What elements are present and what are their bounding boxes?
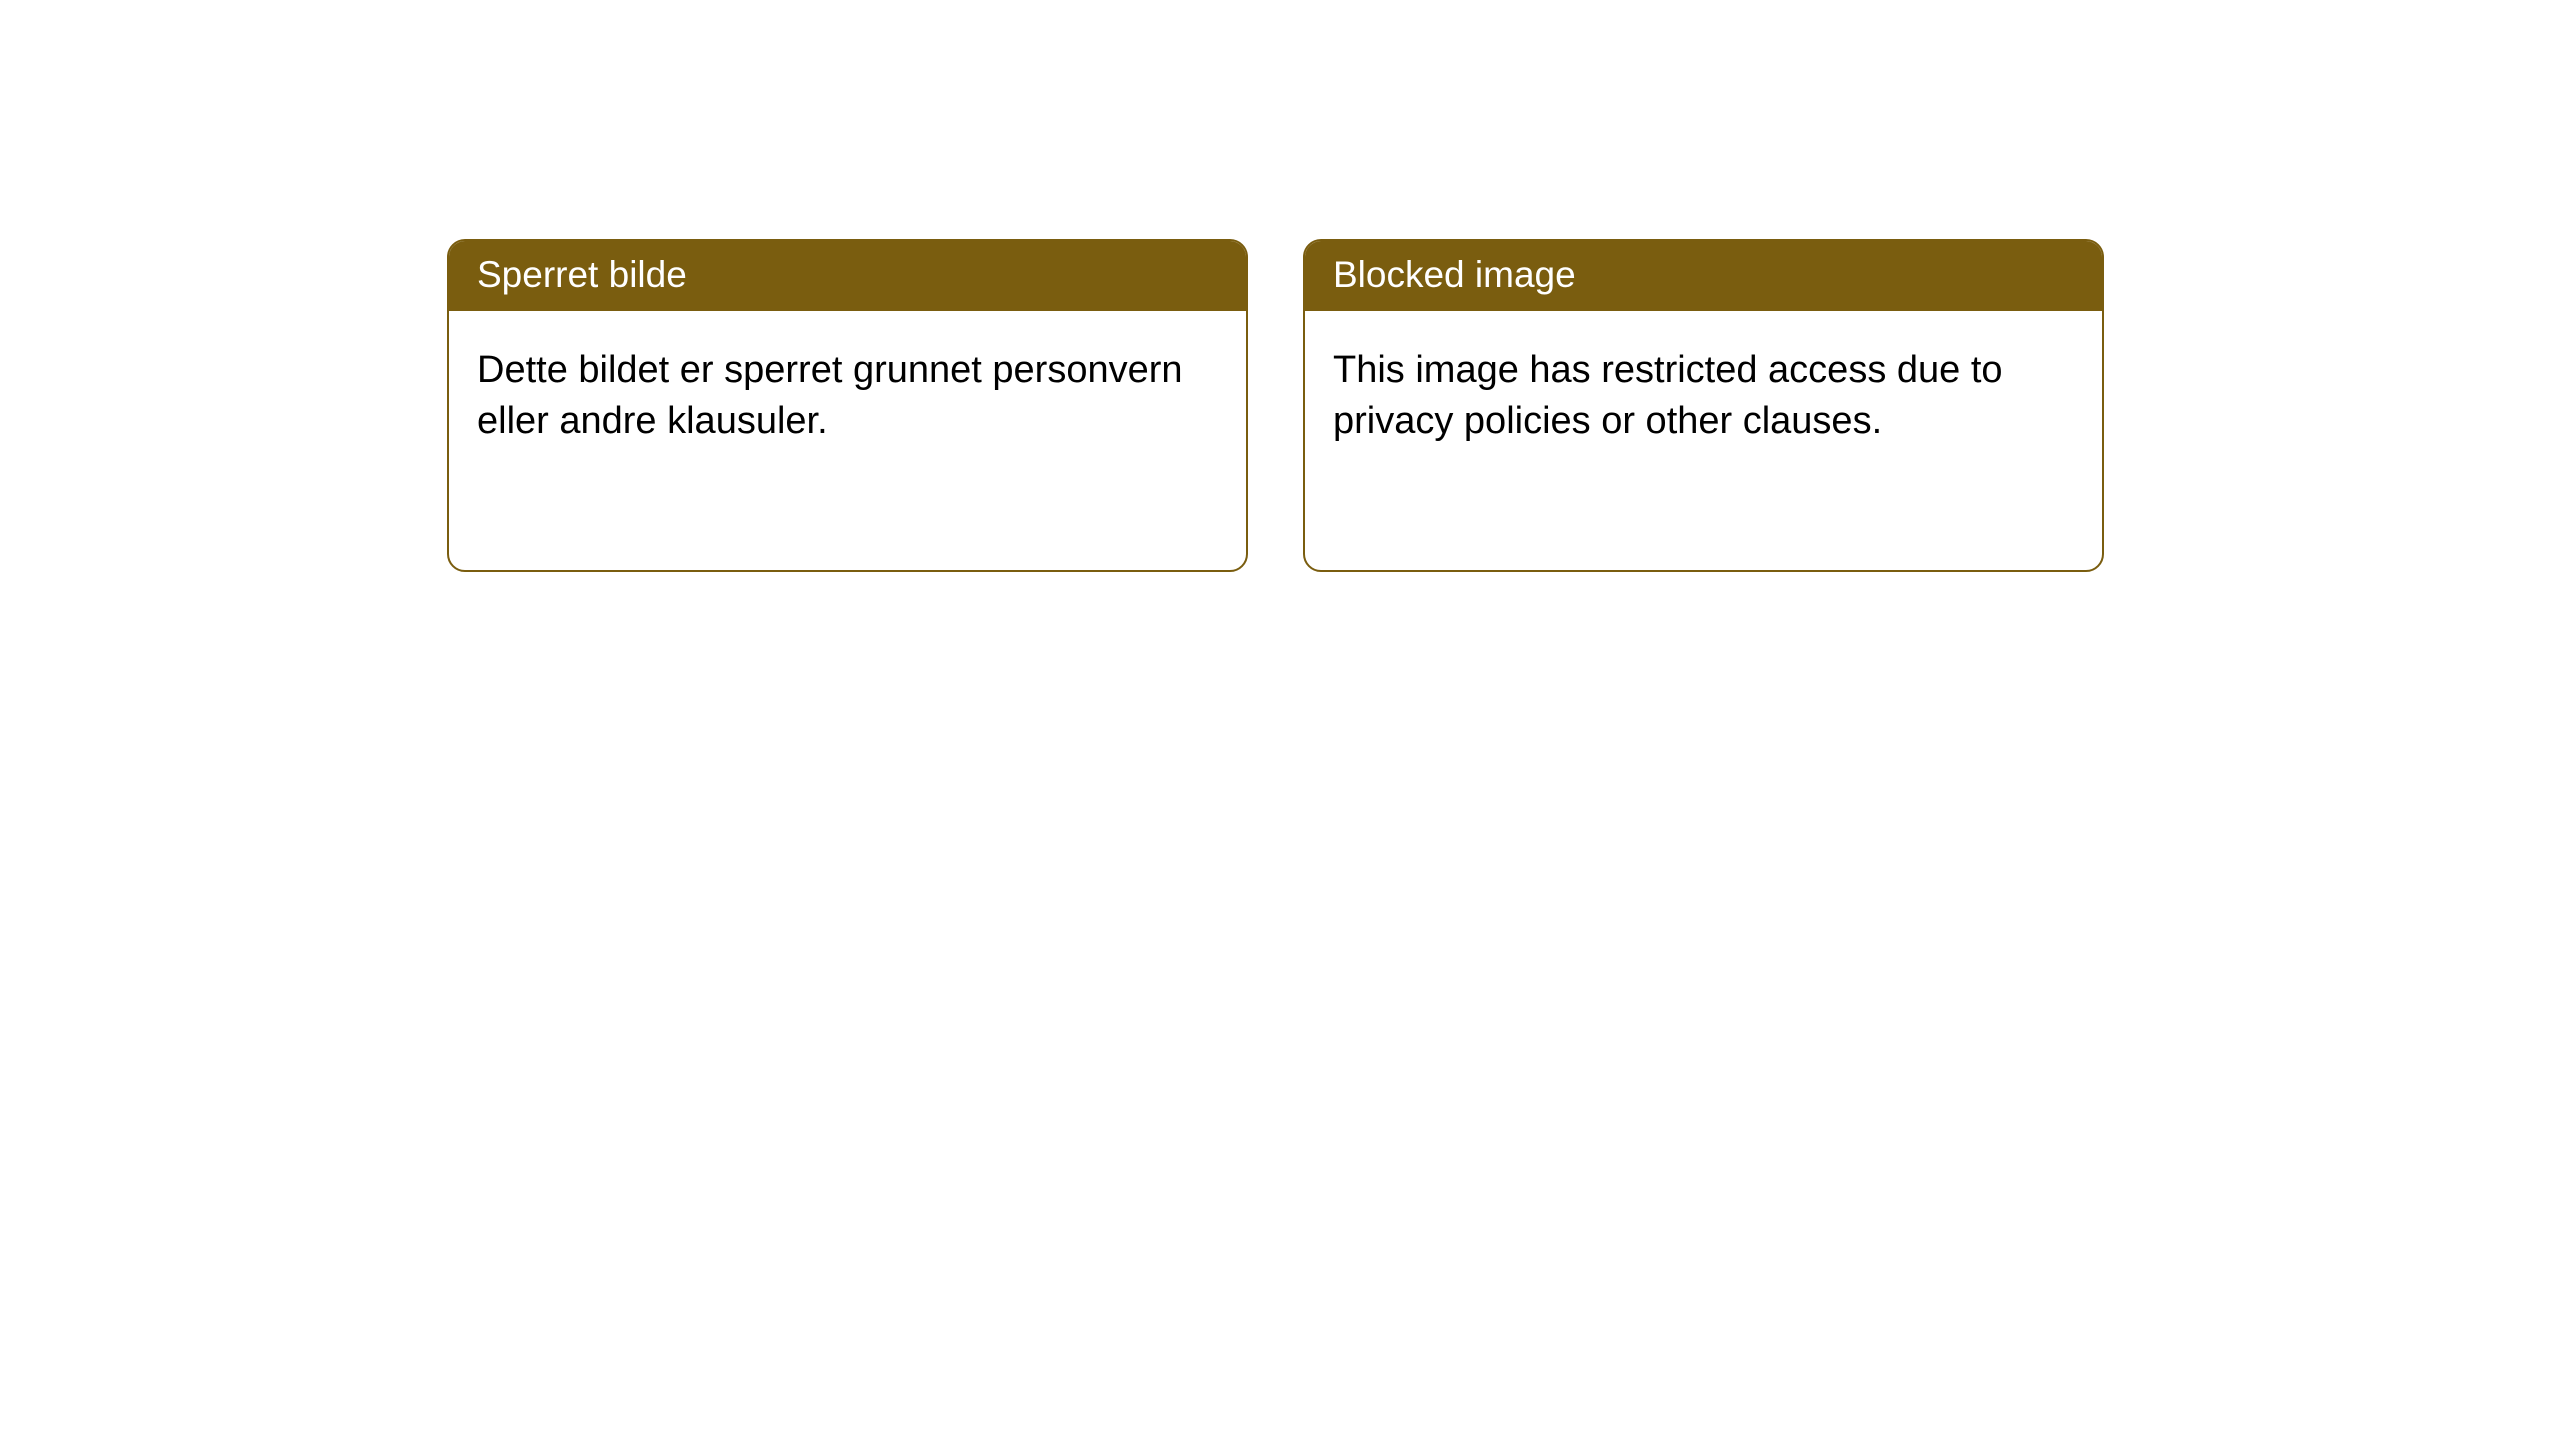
notice-header: Sperret bilde: [449, 241, 1246, 311]
notice-title: Sperret bilde: [477, 254, 687, 295]
notice-container: Sperret bilde Dette bildet er sperret gr…: [0, 0, 2560, 572]
notice-message: This image has restricted access due to …: [1333, 349, 2003, 442]
notice-body: Dette bildet er sperret grunnet personve…: [449, 311, 1246, 482]
notice-card-norwegian: Sperret bilde Dette bildet er sperret gr…: [447, 239, 1248, 572]
notice-header: Blocked image: [1305, 241, 2102, 311]
notice-body: This image has restricted access due to …: [1305, 311, 2102, 482]
notice-title: Blocked image: [1333, 254, 1576, 295]
notice-card-english: Blocked image This image has restricted …: [1303, 239, 2104, 572]
notice-message: Dette bildet er sperret grunnet personve…: [477, 349, 1183, 442]
